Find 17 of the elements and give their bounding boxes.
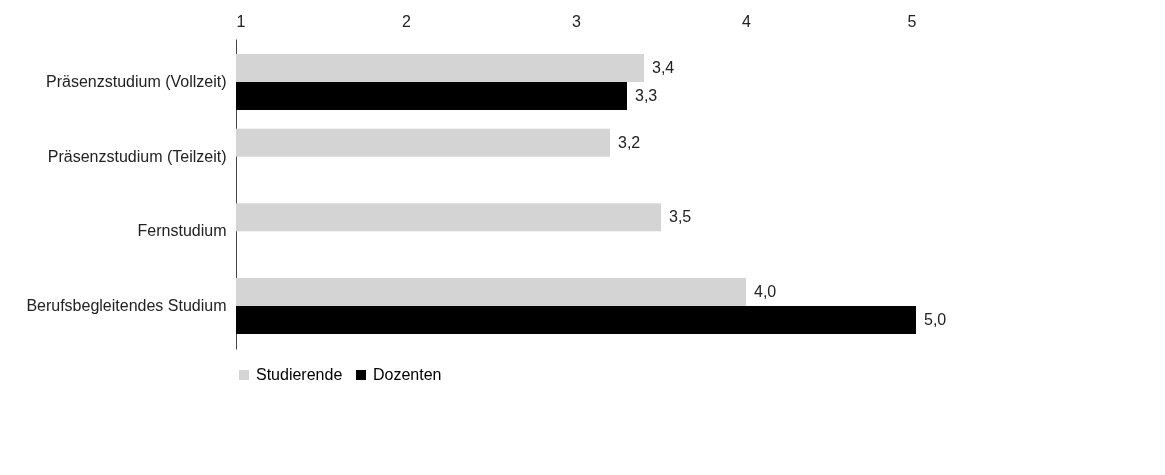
x-tick-label: 3 [572, 12, 582, 30]
y-tick-label: Präsenzstudium (Teilzeit) [47, 147, 227, 165]
y-tick-label: Präsenzstudium (Vollzeit) [45, 72, 227, 90]
data-label: 3,3 [635, 86, 658, 104]
data-label: 4,0 [754, 283, 777, 301]
legend-label: Dozenten [373, 366, 442, 383]
x-tick-label: 5 [907, 12, 917, 30]
data-label: 3,5 [669, 208, 692, 226]
x-tick-label: 1 [236, 12, 246, 30]
x-tick-label: 2 [402, 12, 412, 30]
data-label: 3,4 [652, 58, 675, 76]
y-tick-label: Berufsbegleitendes Studium [26, 297, 227, 315]
data-label: 3,2 [618, 133, 641, 151]
data-label: 5,0 [924, 311, 947, 329]
y-tick-label: Fernstudium [137, 222, 227, 240]
legend-label: Studierende [256, 366, 343, 383]
x-tick-label: 4 [742, 12, 752, 30]
